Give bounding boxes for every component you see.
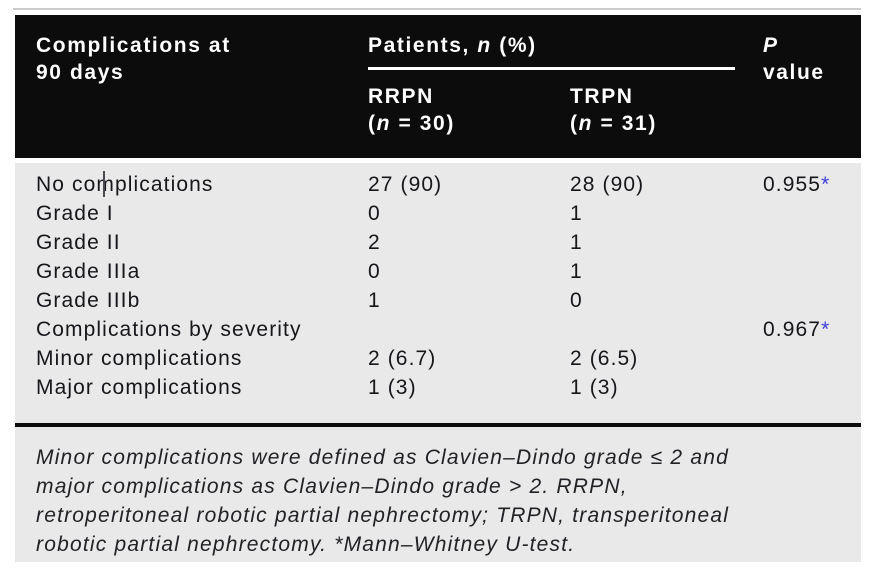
table-row: Grade IIIb 1 0 bbox=[15, 286, 861, 315]
p-cell: 0.967* bbox=[763, 315, 861, 344]
table-row: Complications by severity 0.967* bbox=[15, 315, 861, 344]
trpn-paren-open: ( bbox=[570, 112, 579, 135]
table-row: Grade I 0 1 bbox=[15, 199, 861, 228]
header-row-label-column: Complications at 90 days bbox=[36, 32, 231, 86]
rrpn-cell bbox=[368, 315, 570, 344]
trpn-paren-rest: = 31) bbox=[593, 112, 657, 135]
trpn-cell: 0 bbox=[570, 289, 583, 312]
patients-title-suffix: (%) bbox=[491, 34, 537, 57]
rrpn-cell: 1 (3) bbox=[368, 376, 417, 399]
table-row: Grade II 2 1 bbox=[15, 228, 861, 257]
patients-subcolumns: RRPN (n = 30) TRPN (n = 31) bbox=[368, 83, 753, 137]
p-cell bbox=[763, 344, 861, 373]
row-label: Major complications bbox=[36, 376, 243, 399]
p-cell bbox=[763, 286, 861, 315]
p-cell bbox=[763, 228, 861, 257]
row-label: Complications by severity bbox=[36, 318, 302, 341]
trpn-cell: 28 (90) bbox=[570, 173, 645, 196]
table-row: Major complications 1 (3) 1 (3) bbox=[15, 373, 861, 402]
rrpn-cell: 2 bbox=[368, 231, 381, 254]
footnote-divider-rule bbox=[15, 423, 861, 427]
footnote-line: robotic partial nephrectomy. *Mann–Whitn… bbox=[36, 533, 576, 556]
trpn-cell: 1 (3) bbox=[570, 376, 619, 399]
table-footnote: Minor complications were defined as Clav… bbox=[15, 427, 861, 562]
subcolumn-trpn: TRPN (n = 31) bbox=[570, 83, 753, 137]
patients-title-prefix: Patients, bbox=[368, 34, 478, 57]
top-rule bbox=[13, 8, 861, 10]
text-cursor-artifact bbox=[103, 171, 105, 197]
footnote-line: major complications as Clavien–Dindo gra… bbox=[36, 475, 628, 498]
rrpn-cell: 0 bbox=[368, 260, 381, 283]
trpn-n-count: (n = 31) bbox=[570, 110, 753, 137]
p-significance-asterisk: * bbox=[821, 173, 831, 196]
header-col1-line2: 90 days bbox=[36, 61, 125, 84]
p-cell: 0.955* bbox=[763, 170, 861, 199]
table-header: Complications at 90 days Patients, n (%)… bbox=[15, 15, 861, 158]
trpn-n-italic: n bbox=[578, 112, 594, 135]
table-row: Grade IIIa 0 1 bbox=[15, 257, 861, 286]
trpn-cell: 1 bbox=[570, 231, 583, 254]
row-label: No complications bbox=[36, 173, 214, 196]
row-label: Grade II bbox=[36, 231, 121, 254]
patients-title-n: n bbox=[477, 34, 492, 57]
row-label: Grade IIIb bbox=[36, 289, 141, 312]
p-value: 0.955 bbox=[763, 173, 822, 196]
rrpn-n-count: (n = 30) bbox=[368, 110, 570, 137]
footnote-line: retroperitoneal robotic partial nephrect… bbox=[36, 504, 730, 527]
rrpn-n-italic: n bbox=[376, 112, 392, 135]
trpn-cell: 1 bbox=[570, 260, 583, 283]
p-cell bbox=[763, 257, 861, 286]
p-cell bbox=[763, 199, 861, 228]
trpn-cell: 1 bbox=[570, 202, 583, 225]
row-label: Grade IIIa bbox=[36, 260, 141, 283]
trpn-cell: 2 (6.5) bbox=[570, 347, 639, 370]
patients-group-title: Patients, n (%) bbox=[368, 32, 753, 59]
rrpn-cell: 2 (6.7) bbox=[368, 347, 437, 370]
rrpn-paren-rest: = 30) bbox=[391, 112, 455, 135]
p-significance-asterisk: * bbox=[821, 318, 831, 341]
patients-group-underline bbox=[368, 67, 735, 70]
p-header-line2: value bbox=[763, 61, 825, 84]
rrpn-cell: 0 bbox=[368, 202, 381, 225]
header-col1-line1: Complications at bbox=[36, 34, 231, 57]
rrpn-cell: 27 (90) bbox=[368, 173, 443, 196]
footnote-line: Minor complications were defined as Clav… bbox=[36, 446, 729, 469]
row-label: Minor complications bbox=[36, 347, 243, 370]
p-cell bbox=[763, 373, 861, 402]
rrpn-label: RRPN bbox=[368, 85, 434, 108]
p-header-line1: P bbox=[763, 34, 779, 57]
p-value-column-header: P value bbox=[763, 32, 825, 86]
p-value: 0.967 bbox=[763, 318, 822, 341]
rrpn-paren-open: ( bbox=[368, 112, 377, 135]
trpn-label: TRPN bbox=[570, 85, 634, 108]
row-label: Grade I bbox=[36, 202, 114, 225]
rrpn-cell: 1 bbox=[368, 289, 381, 312]
patients-group-header: Patients, n (%) RRPN (n = 30) TRPN (n = … bbox=[368, 32, 753, 137]
table-body: No complications 27 (90) 28 (90) 0.955* … bbox=[15, 163, 861, 423]
table-row: No complications 27 (90) 28 (90) 0.955* bbox=[15, 170, 861, 199]
trpn-cell bbox=[570, 315, 763, 344]
subcolumn-rrpn: RRPN (n = 30) bbox=[368, 83, 570, 137]
table-row: Minor complications 2 (6.7) 2 (6.5) bbox=[15, 344, 861, 373]
